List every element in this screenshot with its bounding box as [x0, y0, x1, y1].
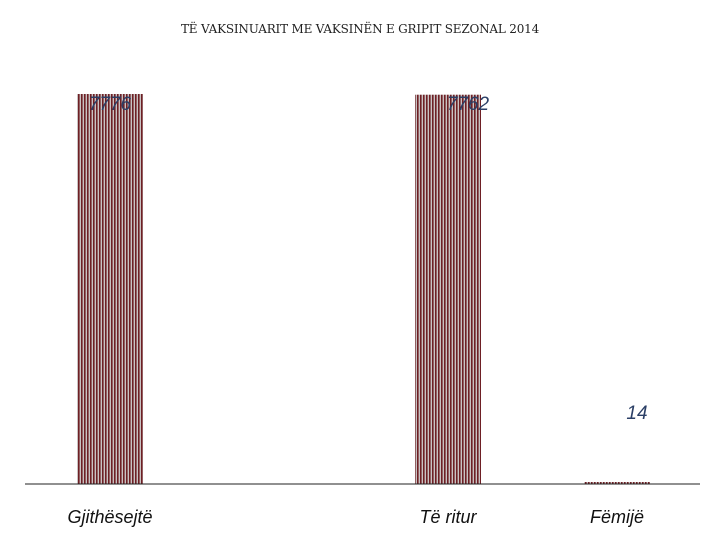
chart-title: TË VAKSINUARIT ME VAKSINËN E GRIPIT SEZO… [180, 22, 540, 36]
data-label-te-ritur: 7762 [446, 94, 490, 115]
data-label-femije: 14 [626, 403, 648, 424]
bar-te-ritur [415, 94, 481, 485]
x-tick-label-te-ritur: Të ritur [419, 507, 477, 527]
bar-femije [584, 482, 650, 484]
x-tick-label-femije: Fëmijë [589, 507, 645, 527]
bar-gjithesejte [77, 94, 143, 484]
data-label-gjithesejte: 7776 [88, 94, 132, 115]
x-tick-label-gjithesejte: Gjithësejtë [67, 507, 153, 527]
